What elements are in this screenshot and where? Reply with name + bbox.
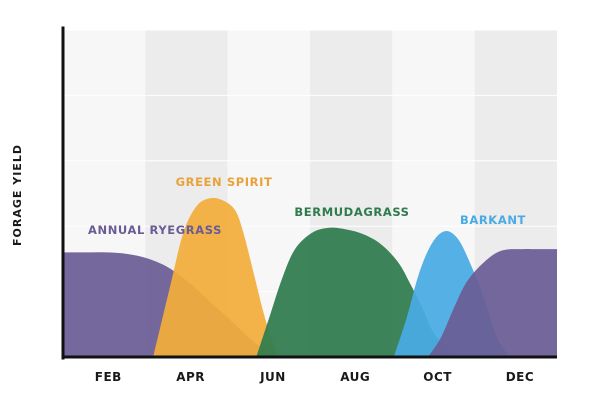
axes (61, 26, 557, 360)
x-tick-labels: FEB APR JUN AUG OCT DEC (95, 370, 534, 384)
x-tick-label: JUN (259, 370, 286, 384)
x-tick-label: AUG (340, 370, 370, 384)
x-tick-label: DEC (506, 370, 534, 384)
x-tick-label: APR (176, 370, 205, 384)
series-label: BARKANT (460, 213, 526, 227)
series-area (428, 248, 557, 357)
x-tick-label: FEB (95, 370, 122, 384)
x-tick-label: OCT (423, 370, 452, 384)
series-labels: ANNUAL RYEGRASS GREEN SPIRIT BERMUDAGRASS B… (88, 175, 526, 237)
series-label: BERMUDAGRASS (294, 205, 409, 219)
series-areas (63, 197, 557, 357)
series-label: ANNUAL RYEGRASS (88, 223, 222, 237)
series-area (153, 197, 278, 357)
y-axis-label: FORAGE YIELD (11, 144, 24, 246)
series-label: GREEN SPIRIT (176, 175, 273, 189)
